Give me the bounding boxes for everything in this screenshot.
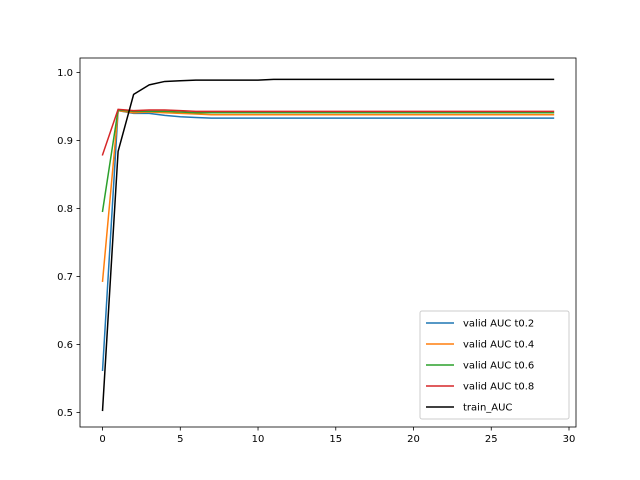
x-tick-label: 30 [563, 434, 576, 445]
y-tick-label: 1.0 [57, 68, 73, 79]
x-tick-label: 0 [99, 434, 105, 445]
y-tick-label: 0.7 [57, 272, 73, 283]
legend: valid AUC t0.2 valid AUC t0.4 valid AUC t0… [419, 310, 570, 420]
legend-label: valid AUC t0.4 [463, 340, 534, 351]
y-tick-label: 0.6 [57, 340, 73, 351]
x-tick-label: 15 [329, 434, 342, 445]
series-line-0 [101, 109, 555, 372]
legend-box [419, 310, 570, 420]
series-line-3 [101, 108, 555, 156]
legend-label: valid AUC t0.8 [463, 382, 534, 393]
plot-frame [79, 57, 577, 428]
legend-label: valid AUC t0.2 [463, 319, 534, 330]
x-tick-label: 25 [485, 434, 498, 445]
x-tick-label: 10 [252, 434, 265, 445]
y-tick-label: 0.8 [57, 204, 73, 215]
legend-label: train_AUC [463, 403, 512, 414]
y-axis-ticks: 0.5 0.6 0.7 0.8 0.9 1.0 [57, 68, 80, 419]
x-axis-ticks: 0 5 10 15 20 25 30 [99, 427, 575, 445]
series-layer [101, 78, 555, 412]
series-line-2 [101, 109, 555, 213]
y-tick-label: 0.9 [57, 136, 73, 147]
series-line-1 [101, 109, 555, 283]
x-tick-label: 5 [177, 434, 183, 445]
series-line-4 [101, 78, 555, 412]
y-tick-label: 0.5 [57, 408, 73, 419]
x-tick-label: 20 [407, 434, 420, 445]
legend-label: valid AUC t0.6 [463, 361, 534, 372]
